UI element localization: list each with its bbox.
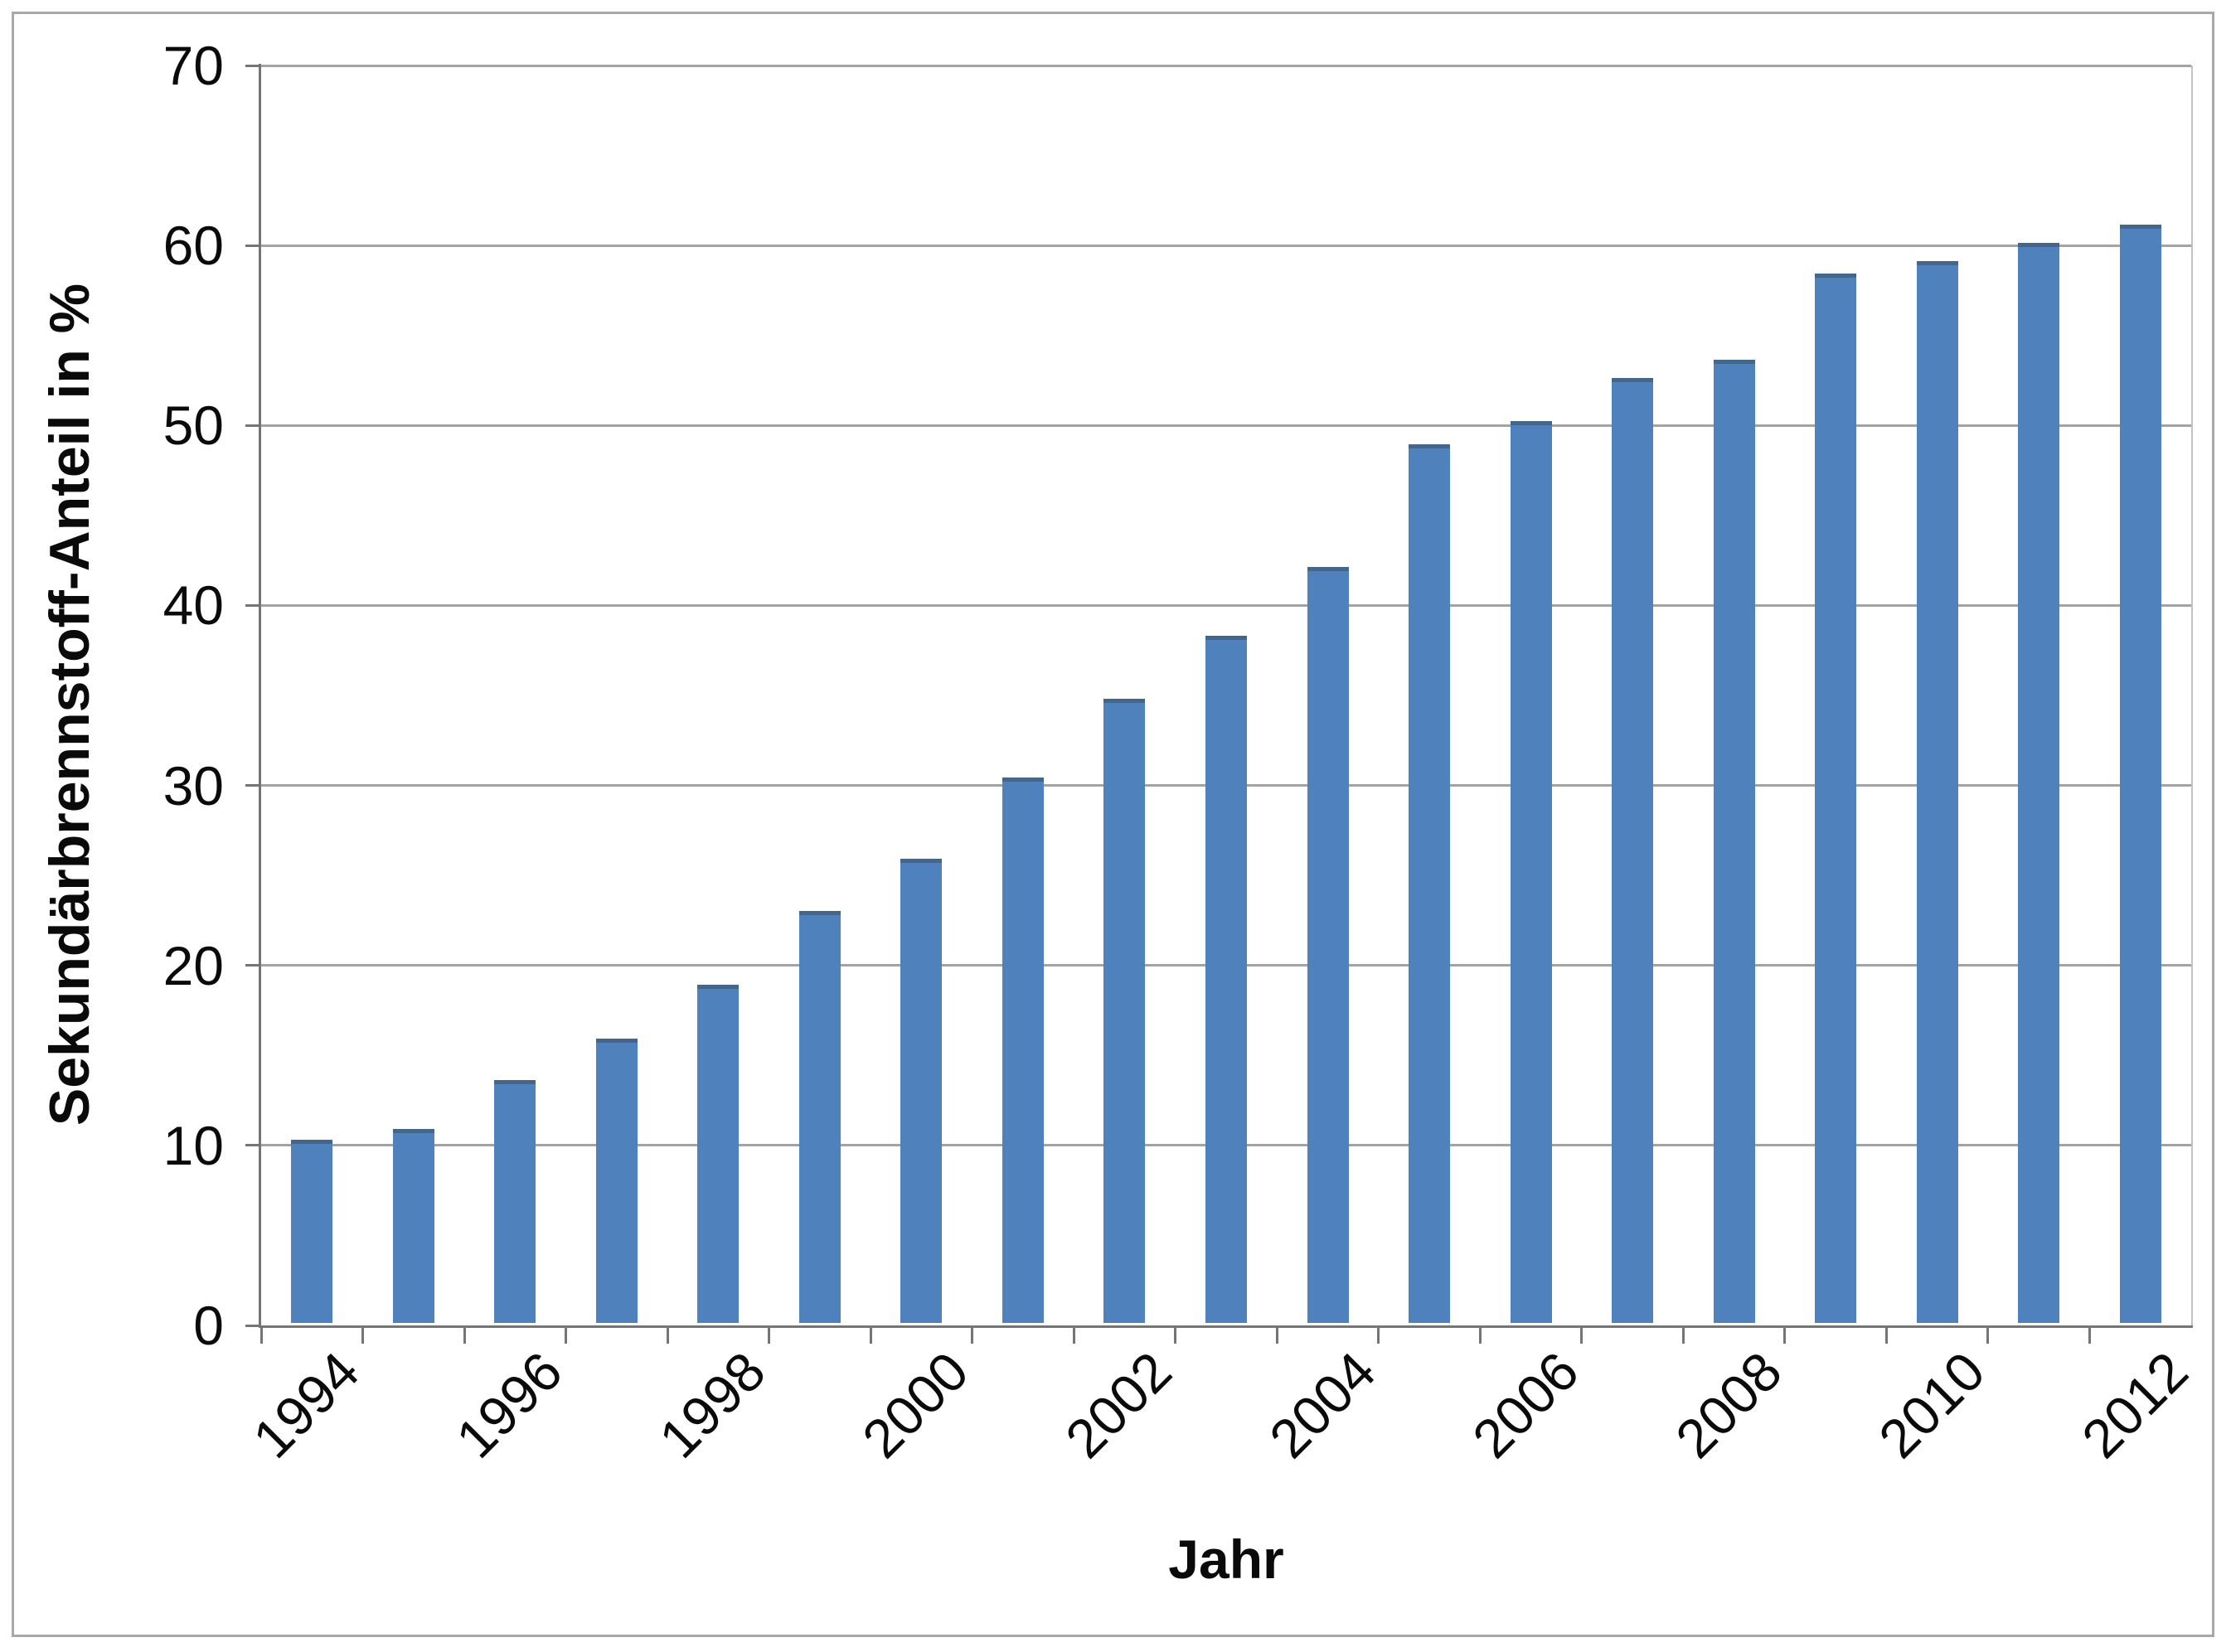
y-tick-10 xyxy=(245,1144,259,1147)
bar-2007 xyxy=(1612,378,1654,1323)
bar-2005 xyxy=(1409,444,1451,1323)
figure-border xyxy=(12,12,2214,1637)
x-tick-1 xyxy=(361,1328,365,1344)
x-tick-18 xyxy=(2088,1328,2091,1344)
x-tick-16 xyxy=(1884,1328,1888,1344)
bar-2009 xyxy=(1815,274,1857,1323)
y-tick-label-20: 20 xyxy=(162,934,224,996)
plot-right-border xyxy=(2191,65,2193,1325)
bar-2001 xyxy=(1002,778,1044,1323)
x-tick-13 xyxy=(1580,1328,1584,1344)
x-tick-17 xyxy=(1986,1328,1990,1344)
bar-2010 xyxy=(1916,260,1958,1323)
x-tick-7 xyxy=(971,1328,974,1344)
bar-2003 xyxy=(1205,635,1247,1323)
x-tick-5 xyxy=(768,1328,771,1344)
bar-2004 xyxy=(1307,567,1349,1323)
x-tick-11 xyxy=(1377,1328,1380,1344)
x-tick-15 xyxy=(1783,1328,1787,1344)
y-tick-20 xyxy=(245,964,259,967)
x-axis-title: Jahr xyxy=(1168,1528,1284,1590)
bar-1997 xyxy=(595,1038,638,1323)
bar-2002 xyxy=(1103,698,1146,1323)
x-tick-12 xyxy=(1478,1328,1482,1344)
y-tick-label-60: 60 xyxy=(162,215,224,277)
bar-2012 xyxy=(2119,225,2161,1323)
y-tick-label-50: 50 xyxy=(162,395,224,457)
gridline-70 xyxy=(261,64,2191,67)
y-tick-label-10: 10 xyxy=(162,1114,224,1176)
x-tick-4 xyxy=(666,1328,669,1344)
y-tick-label-40: 40 xyxy=(162,574,224,637)
y-tick-40 xyxy=(245,603,259,607)
x-tick-0 xyxy=(259,1328,263,1344)
x-axis-line xyxy=(259,1325,2193,1328)
y-tick-50 xyxy=(245,424,259,427)
y-tick-70 xyxy=(245,64,259,67)
y-tick-60 xyxy=(245,244,259,247)
bar-1994 xyxy=(291,1139,333,1323)
plot-area xyxy=(245,64,2193,1344)
bar-2006 xyxy=(1510,421,1552,1323)
bar-1996 xyxy=(494,1079,536,1323)
gridline-60 xyxy=(261,244,2191,247)
x-tick-14 xyxy=(1681,1328,1685,1344)
bar-1998 xyxy=(697,984,740,1323)
x-tick-3 xyxy=(565,1328,568,1344)
x-tick-9 xyxy=(1174,1328,1177,1344)
bar-2011 xyxy=(2018,243,2060,1323)
bar-2000 xyxy=(900,858,943,1323)
gridline-40 xyxy=(261,603,2191,607)
y-tick-0 xyxy=(245,1324,259,1327)
x-tick-2 xyxy=(463,1328,466,1344)
gridline-50 xyxy=(261,424,2191,427)
bar-1999 xyxy=(798,910,841,1323)
x-tick-8 xyxy=(1072,1328,1075,1344)
y-tick-label-70: 70 xyxy=(162,35,224,96)
y-tick-label-0: 0 xyxy=(193,1295,224,1356)
x-tick-6 xyxy=(869,1328,872,1344)
y-tick-label-30: 30 xyxy=(162,754,224,816)
x-tick-10 xyxy=(1275,1328,1278,1344)
y-tick-30 xyxy=(245,784,259,787)
bar-1995 xyxy=(392,1128,434,1323)
bar-2008 xyxy=(1713,360,1755,1323)
y-axis-line xyxy=(259,64,261,1328)
